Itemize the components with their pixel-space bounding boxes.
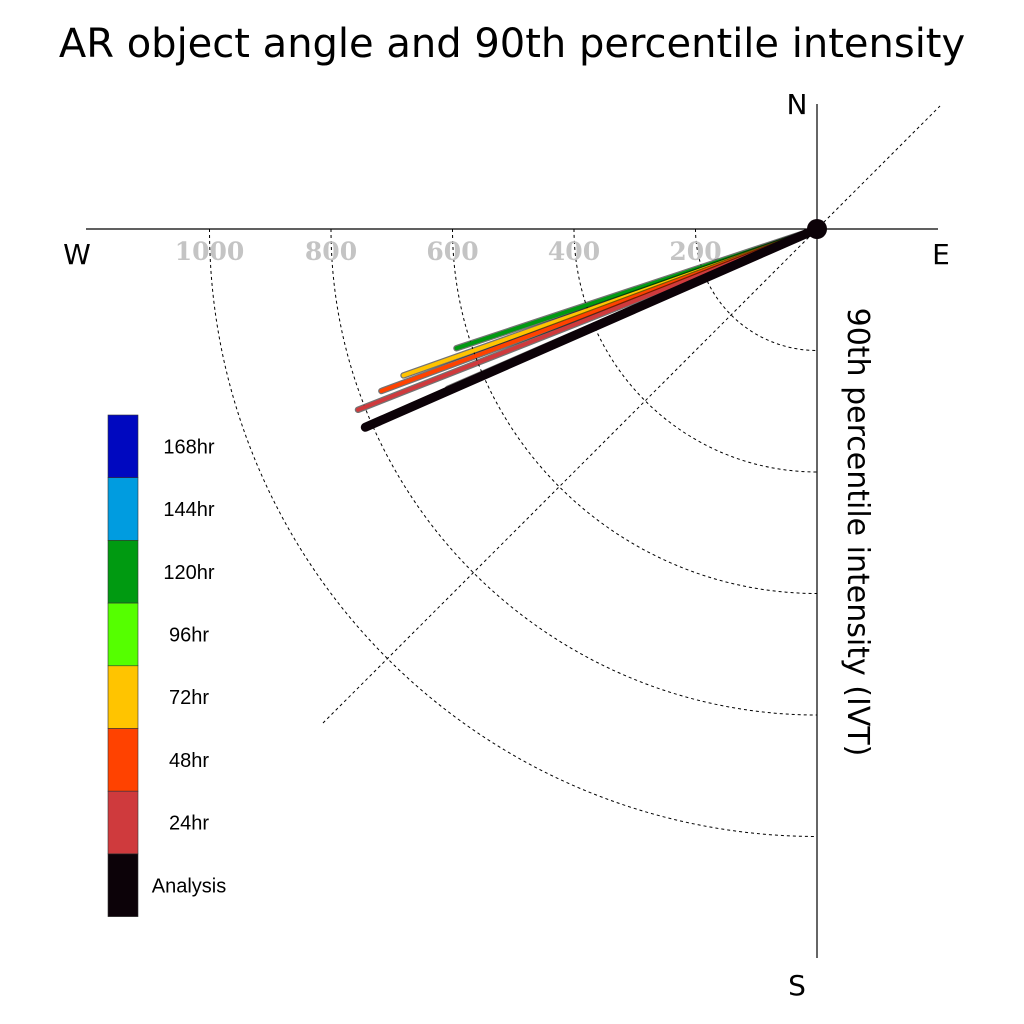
series-lines: [354, 224, 822, 432]
series-line-analysis: [360, 224, 822, 432]
legend-label: 72hr: [169, 687, 209, 709]
polar-grid: [209, 105, 941, 837]
grid-ring: [452, 228, 818, 594]
grid-diagonal: [322, 105, 941, 724]
grid-ring: [695, 228, 818, 351]
legend-swatch: [107, 414, 139, 479]
legend-swatch: [107, 665, 139, 729]
legend-swatch: [107, 540, 139, 604]
radial-tick-label: 600: [426, 237, 478, 266]
direction-north-label: N: [787, 88, 808, 121]
legend-label: 24hr: [169, 813, 209, 835]
legend-swatch: [107, 790, 139, 855]
color-legend: 168hr 144hr 120hr 96hr 72hr 48hr 24hr Analysis: [107, 414, 226, 917]
legend-label: 48hr: [169, 750, 209, 772]
legend-label: 96hr: [169, 624, 209, 646]
legend-label: 120hr: [163, 562, 214, 584]
grid-ring: [209, 228, 818, 837]
radial-tick-label: 400: [548, 237, 600, 266]
radial-tick-label: 800: [305, 237, 357, 266]
grid-ring: [573, 228, 818, 473]
legend-label: 168hr: [163, 436, 214, 458]
radial-tick-label: 1000: [175, 237, 245, 266]
chart-title: AR object angle and 90th percentile inte…: [59, 21, 965, 67]
legend-swatch: [107, 853, 139, 917]
legend-label: Analysis: [152, 875, 226, 897]
origin-marker: [807, 219, 827, 239]
legend-swatch: [107, 602, 139, 667]
legend-label: 144hr: [163, 499, 214, 521]
legend-swatch: [107, 477, 139, 541]
direction-south-label: S: [788, 969, 806, 1002]
direction-west-label: W: [63, 238, 91, 271]
direction-east-label: E: [932, 238, 950, 271]
legend-swatch: [107, 728, 139, 792]
grid-ring: [330, 228, 818, 716]
y-axis-label: 90th percentile intensity (IVT): [840, 308, 875, 757]
compass-axes: [86, 104, 938, 958]
